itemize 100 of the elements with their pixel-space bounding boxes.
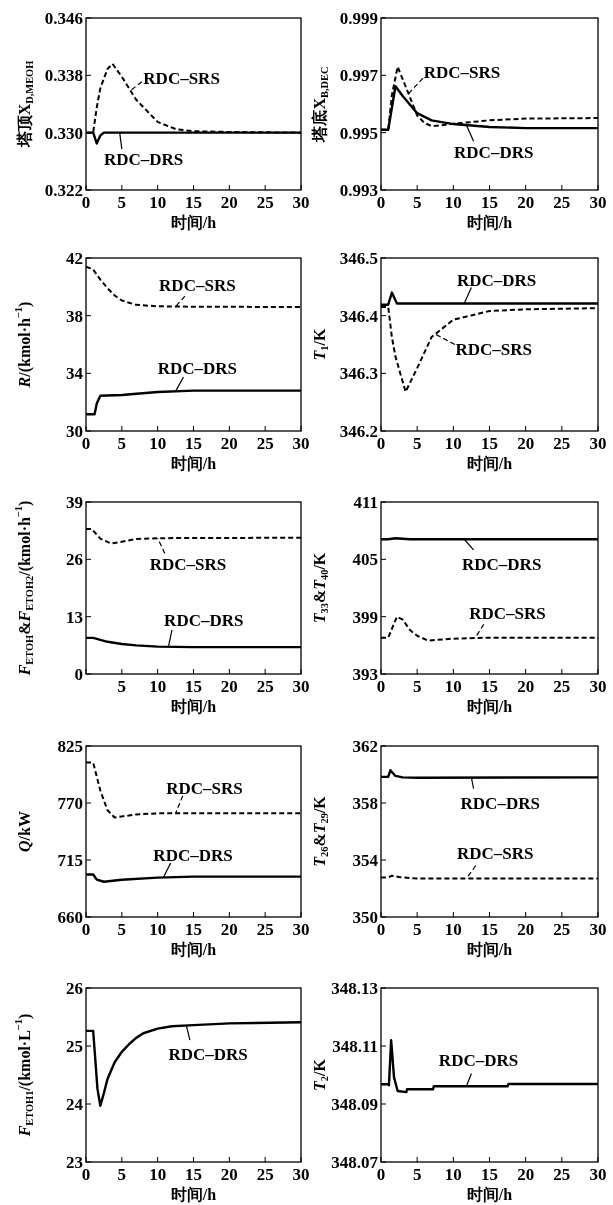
x-tick-label: 5 [412,193,422,212]
y-tick-label: 348.11 [332,1037,378,1056]
y-tick-label: 39 [66,493,83,512]
y-axis-title: Q/kW [15,811,33,852]
x-tick-label: 10 [149,920,167,939]
y-tick-label: 770 [57,794,83,813]
x-tick-label: 20 [220,920,238,939]
x-axis-title: 时间/h [170,698,217,715]
x-tick-label: 25 [256,434,274,453]
x-tick-label: 30 [589,920,607,939]
x-tick-label: 20 [517,1165,535,1184]
y-tick-label: 346.3 [339,364,378,384]
x-tick-label: 25 [256,193,274,212]
series-label: RDC–SRS [469,603,546,623]
x-tick-label: 10 [149,193,167,212]
x-axis-title: 时间/h [466,698,513,715]
y-tick-label: 348.13 [331,979,378,998]
series-label: RDC–SRS [423,63,501,83]
x-tick-label: 5 [412,1165,422,1184]
y-tick-label: 405 [352,550,378,570]
x-tick-label: 25 [553,677,571,696]
x-tick-label: 5 [117,1165,127,1184]
legend-label: RDC–SRS [149,554,227,574]
x-tick-label: 5 [412,677,422,696]
y-tick-label: 399 [352,607,378,627]
y-tick-label: 350 [352,908,378,927]
x-tick-label: 25 [553,434,571,453]
y-tick-label: 24 [66,1095,84,1114]
y-tick-label: 358 [352,794,378,813]
x-tick-label: 15 [185,677,202,696]
y-tick-label: 26 [66,550,83,570]
x-tick-label: 20 [517,434,535,453]
x-axis-title: 时间/h [466,455,513,472]
y-tick-label: 0.322 [44,181,83,200]
series-label: RDC–DRS [153,845,233,865]
legend-label: RDC–DRS [454,143,534,163]
x-tick-label: 20 [517,193,535,212]
y-tick-label: 25 [66,1037,83,1056]
x-tick-label: 30 [292,920,310,939]
x-tick-label: 30 [589,434,607,453]
y-tick-label: 660 [57,908,83,927]
x-axis-title: 时间/h [466,941,513,958]
x-tick-label: 20 [220,434,238,453]
x-tick-label: 30 [292,1165,310,1184]
x-tick-label: 10 [444,434,462,453]
x-tick-label: 30 [292,193,310,212]
y-tick-label: 354 [352,851,379,870]
series-label: RDC–DRS [164,610,244,630]
y-tick-label: 411 [353,493,378,512]
x-tick-label: 10 [149,434,167,453]
y-tick-label: 346.2 [339,422,378,441]
x-tick-label: 5 [117,434,127,453]
x-tick-label: 25 [256,1165,274,1184]
x-tick-label: 30 [589,193,607,212]
x-tick-label: 30 [292,677,310,696]
x-tick-label: 10 [149,1165,167,1184]
y-tick-label: 13 [66,607,83,627]
x-tick-label: 25 [256,677,274,696]
series-label: RDC–DRS [456,271,537,291]
x-tick-label: 15 [481,920,498,939]
y-tick-label: 26 [66,979,83,998]
x-tick-label: 20 [517,920,535,939]
x-tick-label: 10 [444,677,462,696]
x-tick-label: 20 [220,193,238,212]
x-axis-title: 时间/h [466,1186,513,1203]
x-tick-label: 15 [185,193,202,212]
x-tick-label: 25 [553,193,571,212]
series-label: RDC–SRS [456,843,534,863]
y-tick-label: 825 [57,737,83,756]
y-tick-label: 362 [352,737,378,756]
y-tick-label: 42 [66,249,83,268]
series-label: RDC–DRS [103,150,184,170]
legend-label: RDC–SRS [455,339,533,359]
x-tick-label: 15 [185,920,202,939]
legend-label: RDC–DRS [168,1045,248,1065]
y-tick-label: 0.995 [339,123,378,143]
x-axis-title: 时间/h [170,1186,217,1203]
x-tick-label: 5 [412,920,422,939]
x-tick-label: 25 [553,920,571,939]
x-tick-label: 20 [517,677,535,696]
x-tick-label: 25 [553,1165,571,1184]
x-tick-label: 15 [185,434,202,453]
y-tick-label: 23 [66,1153,83,1172]
y-tick-label: 0.997 [339,66,379,86]
y-tick-label: 348.09 [331,1095,378,1114]
legend-label: RDC–DRS [462,555,542,575]
x-axis-title: 时间/h [466,214,513,231]
x-tick-label: 15 [481,434,498,453]
x-tick-label: 15 [481,677,498,696]
y-tick-label: 34 [66,364,84,384]
x-tick-label: 10 [149,677,167,696]
y-tick-label: 0.993 [339,181,378,200]
y-tick-label: 0.346 [44,9,83,28]
series-label: RDC–SRS [159,276,236,296]
legend-label: RDC–DRS [460,794,540,813]
y-tick-label: 38 [66,306,83,326]
x-tick-label: 5 [117,193,127,212]
x-axis-title: 时间/h [170,214,217,231]
x-tick-label: 15 [185,1165,202,1184]
series-label: RDC–DRS [157,358,238,378]
